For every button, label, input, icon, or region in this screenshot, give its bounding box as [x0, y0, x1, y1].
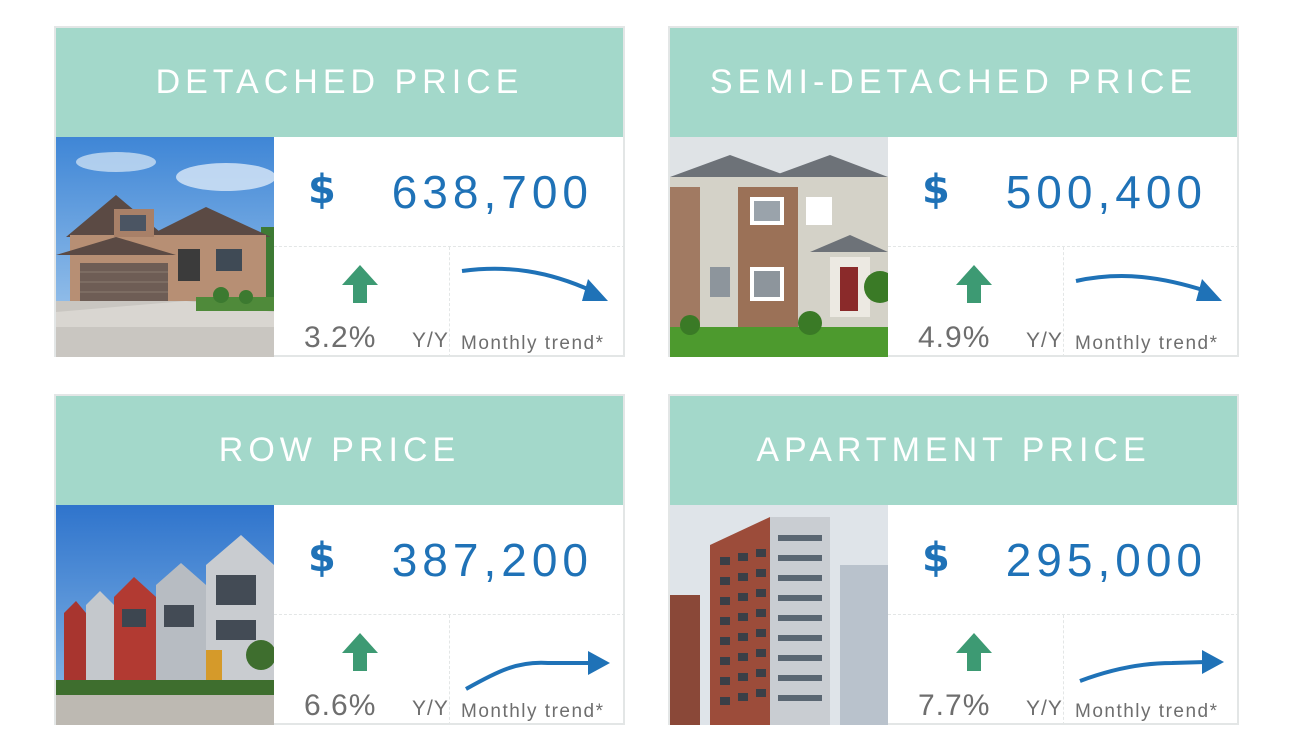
year-over-year-change: 7.7% Y/Y	[888, 615, 1064, 725]
row-houses-photo	[56, 505, 274, 725]
trend-label: Monthly trend*	[1075, 333, 1219, 354]
apartment-tower-photo	[670, 505, 888, 725]
currency-symbol: $	[922, 535, 950, 581]
year-over-year-change: 3.2% Y/Y	[274, 247, 450, 357]
card-title: APARTMENT PRICE	[756, 431, 1151, 469]
price-value: 638,700	[391, 166, 593, 218]
monthly-trend: Monthly trend*	[450, 615, 625, 725]
card-header: ROW PRICE	[56, 396, 623, 505]
up-arrow-icon	[956, 265, 992, 303]
up-arrow-icon	[342, 633, 378, 671]
up-arrow-icon	[342, 265, 378, 303]
monthly-trend: Monthly trend*	[1064, 615, 1239, 725]
change-percent: 3.2%	[304, 321, 377, 354]
change-percent: 7.7%	[918, 689, 991, 722]
change-period-label: Y/Y	[1026, 697, 1063, 720]
card-title: ROW PRICE	[218, 431, 461, 469]
apartment-price-card: APARTMENT PRICE	[668, 394, 1239, 725]
card-header: SEMI-DETACHED PRICE	[670, 28, 1237, 137]
price-display: $ 295,000	[888, 505, 1239, 615]
trend-label: Monthly trend*	[461, 701, 605, 722]
detached-price-card: DETACHED PRICE	[54, 26, 625, 357]
change-period-label: Y/Y	[1026, 329, 1063, 352]
semi-detached-price-card: SEMI-DETACHED PRICE $ 500,400	[668, 26, 1239, 357]
detached-house-photo	[56, 137, 274, 357]
trend-down-arrow-icon	[1075, 274, 1222, 301]
trend-label: Monthly trend*	[1075, 701, 1219, 722]
year-over-year-change: 4.9% Y/Y	[888, 247, 1064, 357]
trend-up-arrow-icon	[465, 651, 610, 691]
price-value: 295,000	[1005, 534, 1207, 586]
price-value: 500,400	[1005, 166, 1207, 218]
change-percent: 6.6%	[304, 689, 377, 722]
trend-label: Monthly trend*	[461, 333, 605, 354]
monthly-trend: Monthly trend*	[1064, 247, 1239, 357]
row-price-card: ROW PRICE $ 387,200	[54, 394, 625, 725]
price-display: $ 387,200	[274, 505, 625, 615]
currency-symbol: $	[308, 167, 336, 213]
card-header: DETACHED PRICE	[56, 28, 623, 137]
up-arrow-icon	[956, 633, 992, 671]
currency-symbol: $	[922, 167, 950, 213]
change-percent: 4.9%	[918, 321, 991, 354]
card-title: DETACHED PRICE	[155, 63, 524, 101]
year-over-year-change: 6.6% Y/Y	[274, 615, 450, 725]
trend-up-arrow-icon	[1079, 650, 1224, 683]
change-period-label: Y/Y	[412, 329, 449, 352]
trend-down-arrow-icon	[461, 266, 608, 301]
price-display: $ 638,700	[274, 137, 625, 247]
currency-symbol: $	[308, 535, 336, 581]
price-value: 387,200	[391, 534, 593, 586]
card-title: SEMI-DETACHED PRICE	[709, 63, 1198, 101]
semi-detached-house-photo	[670, 137, 888, 357]
price-display: $ 500,400	[888, 137, 1239, 247]
card-header: APARTMENT PRICE	[670, 396, 1237, 505]
monthly-trend: Monthly trend*	[450, 247, 625, 357]
change-period-label: Y/Y	[412, 697, 449, 720]
